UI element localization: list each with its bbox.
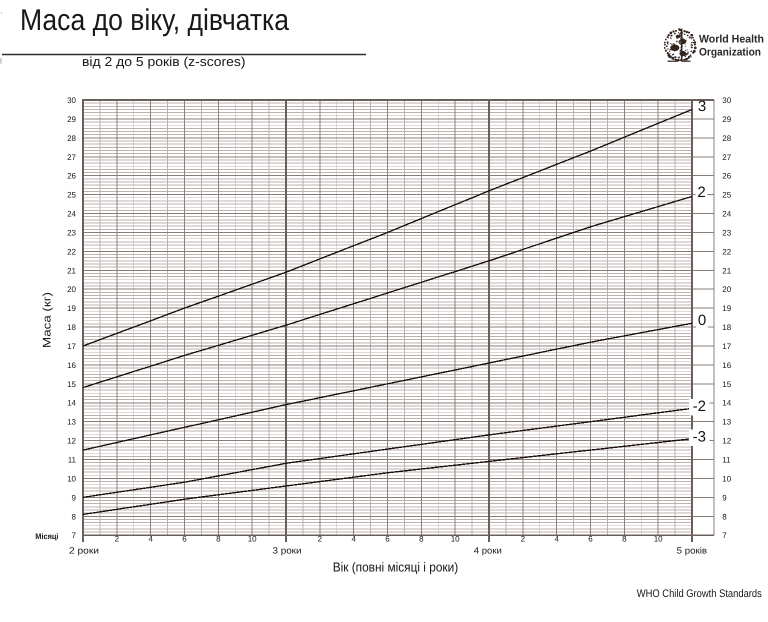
- svg-text:10: 10: [654, 535, 663, 544]
- svg-text:28: 28: [67, 134, 76, 143]
- svg-text:29: 29: [67, 115, 76, 124]
- svg-text:4: 4: [351, 535, 356, 544]
- svg-text:4 роки: 4 роки: [474, 546, 502, 556]
- svg-text:16: 16: [722, 361, 731, 370]
- svg-text:11: 11: [68, 456, 77, 465]
- svg-text:24: 24: [722, 210, 731, 219]
- svg-text:7: 7: [72, 531, 77, 540]
- svg-text:27: 27: [722, 153, 731, 162]
- svg-text:Organization: Organization: [699, 46, 761, 58]
- svg-text:16: 16: [67, 361, 76, 370]
- svg-text:Маса (кг): Маса (кг): [42, 292, 54, 348]
- svg-text:26: 26: [67, 172, 76, 181]
- svg-text:Вік (повні місяці і роки): Вік (повні місяці і роки): [333, 560, 459, 575]
- svg-text:Маса до віку, дівчатка: Маса до віку, дівчатка: [20, 4, 289, 37]
- svg-text:-2: -2: [693, 398, 706, 415]
- svg-text:24: 24: [67, 210, 76, 219]
- svg-text:26: 26: [722, 172, 731, 181]
- svg-text:14: 14: [722, 399, 731, 408]
- svg-text:6: 6: [182, 535, 187, 544]
- svg-text:23: 23: [722, 229, 731, 238]
- svg-text:3: 3: [698, 98, 706, 115]
- svg-text:10: 10: [67, 474, 76, 483]
- svg-text:14: 14: [67, 399, 76, 408]
- svg-text:25: 25: [722, 191, 731, 200]
- svg-text:9: 9: [72, 493, 77, 502]
- svg-text:22: 22: [67, 247, 76, 256]
- svg-text:2: 2: [115, 535, 120, 544]
- svg-text:17: 17: [67, 342, 76, 351]
- svg-text:World Health: World Health: [699, 34, 764, 46]
- svg-text:22: 22: [722, 247, 731, 256]
- svg-text:8: 8: [419, 535, 424, 544]
- svg-text:30: 30: [67, 96, 76, 105]
- svg-text:20: 20: [722, 285, 731, 294]
- svg-text:10: 10: [248, 535, 257, 544]
- svg-text:13: 13: [722, 418, 731, 427]
- svg-text:27: 27: [67, 153, 76, 162]
- svg-text:20: 20: [67, 285, 76, 294]
- svg-text:25: 25: [67, 191, 76, 200]
- svg-text:6: 6: [588, 535, 593, 544]
- svg-text:18: 18: [67, 323, 76, 332]
- svg-text:8: 8: [722, 512, 727, 521]
- svg-text:10: 10: [722, 474, 731, 483]
- svg-text:10: 10: [451, 535, 460, 544]
- svg-text:8: 8: [216, 535, 221, 544]
- svg-text:15: 15: [67, 380, 76, 389]
- svg-text:12: 12: [67, 437, 76, 446]
- svg-text:5 років: 5 років: [677, 546, 708, 556]
- svg-text:21: 21: [722, 266, 731, 275]
- svg-text:6: 6: [385, 535, 390, 544]
- svg-text:11: 11: [722, 456, 731, 465]
- svg-text:7: 7: [722, 531, 727, 540]
- svg-text:29: 29: [722, 115, 731, 124]
- svg-text:19: 19: [67, 304, 76, 313]
- svg-text:9: 9: [722, 493, 727, 502]
- svg-text:17: 17: [722, 342, 731, 351]
- svg-text:3 роки: 3 роки: [273, 546, 302, 556]
- svg-text:18: 18: [722, 323, 731, 332]
- svg-text:13: 13: [67, 418, 76, 427]
- svg-text:від 2 до 5 років (z-scores): від 2 до 5 років (z-scores): [82, 54, 246, 69]
- svg-text:28: 28: [722, 134, 731, 143]
- svg-text:30: 30: [722, 96, 731, 105]
- svg-text:WHO Child Growth Standards: WHO Child Growth Standards: [637, 588, 762, 600]
- svg-text:8: 8: [72, 512, 77, 521]
- svg-text:21: 21: [67, 266, 76, 275]
- svg-text:0: 0: [698, 312, 706, 329]
- svg-text:19: 19: [722, 304, 731, 313]
- svg-text:23: 23: [67, 229, 76, 238]
- svg-text:-3: -3: [693, 429, 706, 446]
- svg-text:2: 2: [697, 184, 705, 201]
- svg-text:4: 4: [148, 535, 153, 544]
- svg-text:8: 8: [622, 535, 627, 544]
- svg-text:12: 12: [722, 437, 731, 446]
- svg-text:2: 2: [521, 535, 526, 544]
- svg-text:15: 15: [722, 380, 731, 389]
- svg-text:2 роки: 2 роки: [69, 546, 99, 556]
- svg-text:2: 2: [318, 535, 323, 544]
- svg-text:Місяці: Місяці: [35, 532, 58, 541]
- svg-text:4: 4: [554, 535, 559, 544]
